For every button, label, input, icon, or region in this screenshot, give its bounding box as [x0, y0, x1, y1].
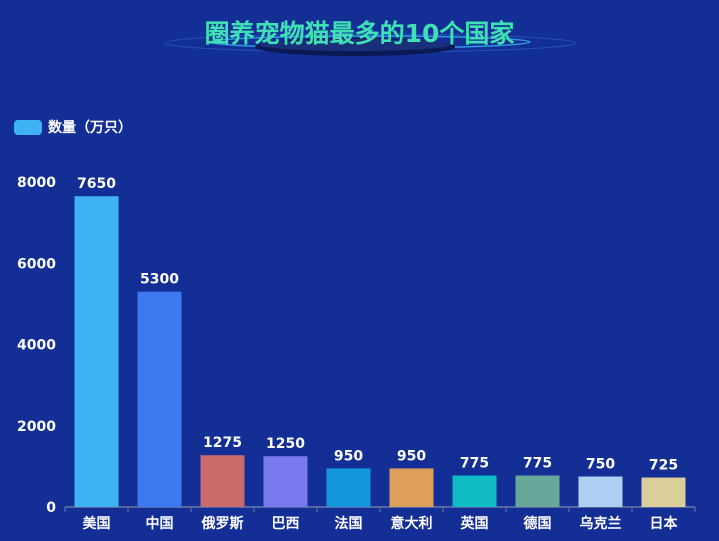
- y-tick-label: 2000: [17, 419, 56, 435]
- legend-item[interactable]: 数量（万只）: [14, 117, 132, 137]
- data-label: 775: [460, 456, 489, 472]
- y-tick-label: 6000: [17, 256, 56, 272]
- bar-5: [389, 468, 434, 507]
- data-label: 950: [334, 448, 363, 464]
- x-tick-label: 乌克兰: [580, 515, 622, 532]
- data-label: 750: [586, 457, 615, 473]
- bar-2: [200, 455, 245, 507]
- y-tick-label: 4000: [17, 338, 56, 354]
- bar-3: [263, 456, 308, 507]
- bar-7: [515, 475, 560, 507]
- y-tick-label: 0: [46, 500, 56, 516]
- bar-6: [452, 475, 497, 507]
- data-label: 725: [649, 458, 678, 474]
- title-decoration: [164, 33, 576, 56]
- x-tick-label: 意大利: [391, 515, 433, 532]
- x-tick-label: 日本: [650, 515, 679, 532]
- data-label: 7650: [77, 176, 116, 192]
- bar-0: [74, 196, 119, 507]
- legend-swatch: [14, 119, 42, 135]
- x-tick-label: 法国: [335, 515, 363, 532]
- data-label: 5300: [140, 272, 179, 288]
- bar-4: [326, 468, 371, 507]
- legend-label: 数量（万只）: [48, 120, 132, 136]
- x-tick-label: 中国: [146, 515, 174, 532]
- bar-1: [137, 291, 182, 507]
- x-tick-label: 巴西: [272, 516, 300, 532]
- x-tick-label: 美国: [83, 515, 111, 532]
- data-label: 1250: [266, 436, 305, 452]
- x-tick-label: 英国: [460, 515, 489, 532]
- chart-title: 圈养宠物猫最多的10个国家: [204, 19, 515, 48]
- bar-8: [578, 476, 623, 507]
- data-label: 775: [523, 456, 552, 472]
- x-tick-label: 德国: [524, 515, 552, 532]
- data-label: 950: [397, 448, 426, 464]
- data-label: 1275: [203, 435, 242, 451]
- y-tick-label: 8000: [17, 175, 56, 191]
- x-tick-label: 俄罗斯: [201, 515, 244, 532]
- bar-9: [641, 477, 686, 507]
